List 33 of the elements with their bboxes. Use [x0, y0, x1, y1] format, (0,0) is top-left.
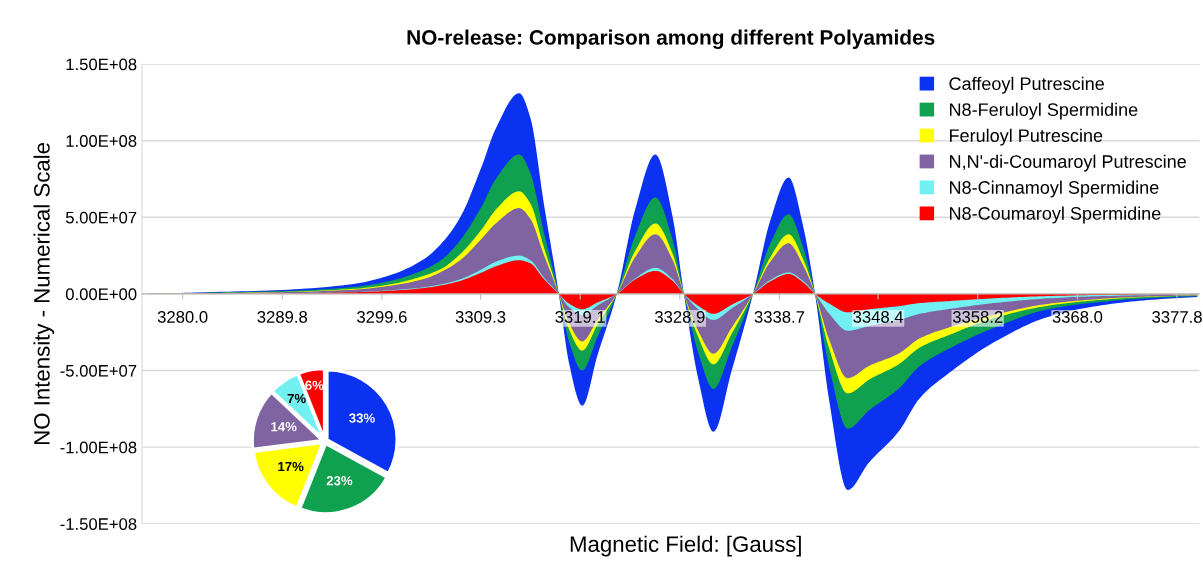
x-tick-label: 3358.2	[952, 311, 1003, 323]
data-label: 23%	[326, 476, 353, 486]
legend-label: Feruloyl Putrescine	[950, 128, 1103, 146]
x-tick-label: 3319.1	[555, 311, 605, 323]
x-tick-label: 3377.8	[1152, 311, 1202, 323]
data-label: 6%	[305, 380, 324, 390]
data-label: 17%	[278, 461, 304, 472]
y-tick-label: 0.00E+00	[65, 288, 137, 301]
legend-label: N8-Cinnamoyl Spermidine	[950, 180, 1159, 198]
y-tick-label: 5.00E+07	[65, 211, 137, 224]
legend-label: N8-Coumaroyl Spermidine	[950, 206, 1161, 224]
x-tick-label: 3309.3	[455, 311, 506, 323]
legend-label: N8-Feruloyl Spermidine	[950, 102, 1138, 120]
x-tick-label: 3338.7	[754, 311, 805, 323]
y-axis-title: NO Intensity - Numerical Scale	[33, 143, 55, 444]
data-label: 7%	[287, 393, 306, 404]
x-tick-label: 3280.0	[157, 311, 208, 323]
x-tick-label: 3368.0	[1052, 311, 1103, 323]
y-tick-label: -5.00E+07	[60, 364, 137, 377]
x-tick-label: 3348.4	[853, 311, 904, 323]
x-tick-label: 3299.6	[357, 311, 407, 323]
legend-label: N,N'-di-Coumaroyl Putrescine	[950, 154, 1186, 172]
y-tick-label: -1.00E+08	[60, 441, 137, 454]
legend-label: Caffeoyl Putrescine	[949, 76, 1104, 94]
x-axis-title: Magnetic Field: [Gauss]	[570, 535, 801, 557]
y-tick-label: 1.50E+08	[66, 58, 137, 71]
data-label: 14%	[271, 422, 297, 432]
x-tick-label: 3328.9	[654, 311, 705, 323]
data-label: 33%	[349, 413, 375, 423]
y-tick-label: -1.50E+08	[60, 518, 137, 530]
y-tick-label: 1.00E+08	[66, 135, 137, 147]
chart-title: NO-release: Comparison among different Polyamides	[407, 29, 935, 50]
x-tick-label: 3289.8	[257, 311, 308, 323]
